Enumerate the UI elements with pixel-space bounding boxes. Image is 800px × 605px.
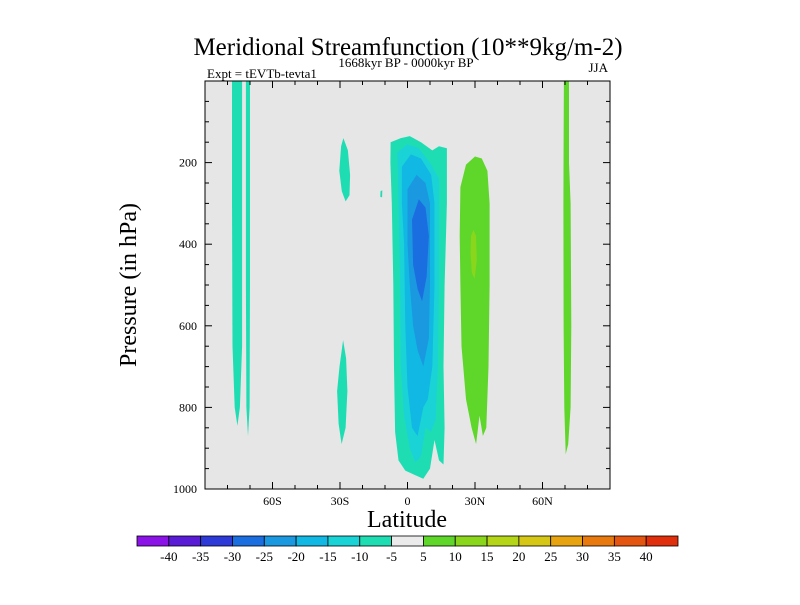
x-tick-label: 30N (465, 494, 486, 508)
y-tick-label: 600 (179, 319, 197, 333)
y-tick-label: 1000 (173, 482, 197, 496)
colorbar: -40 -35 -30 -25 -20 -15 -10 -5 5 10 15 20 25 30 35 40 (136, 535, 679, 564)
colorbar-label: -10 (351, 549, 368, 564)
plot-area (205, 81, 610, 489)
colorbar-label: 30 (576, 549, 589, 564)
colorbar-label: 25 (544, 549, 557, 564)
y-tick-label: 800 (179, 400, 197, 414)
colorbar-label: -20 (287, 549, 304, 564)
colorbar-label: 15 (481, 549, 494, 564)
colorbar-swatch (391, 535, 424, 547)
y-tick-label: 200 (179, 156, 197, 170)
colorbar-swatch (200, 535, 233, 547)
x-tick-label: 30S (331, 494, 350, 508)
colorbar-swatch (613, 535, 647, 547)
colorbar-label: 40 (640, 549, 653, 564)
colorbar-label: -30 (224, 549, 241, 564)
positive-cell-outer (459, 156, 490, 445)
colorbar-swatch (359, 535, 392, 547)
colorbar-label: 20 (512, 549, 525, 564)
negative-plume-2 (245, 81, 250, 436)
colorbar-swatch (454, 535, 488, 547)
negative-blob-tiny (380, 190, 383, 198)
colorbar-swatch (550, 535, 583, 547)
axes: 200 400 600 800 1000 60S 30S 0 30N 60N (173, 80, 611, 508)
colorbar-label: 35 (608, 549, 621, 564)
chart-right-label: JJA (588, 60, 608, 75)
colorbar-swatch (295, 535, 329, 547)
colorbar-swatch (232, 535, 265, 547)
colorbar-label: -40 (160, 549, 177, 564)
x-tick-label: 60N (532, 494, 553, 508)
colorbar-swatch (168, 535, 202, 547)
colorbar-swatch (582, 535, 615, 547)
negative-blob-b (337, 340, 348, 445)
colorbar-label: -35 (192, 549, 209, 564)
negative-blob-a (339, 138, 351, 202)
positive-cell-core (470, 229, 477, 279)
x-tick-label: 60S (263, 494, 282, 508)
negative-cell-core (412, 199, 429, 302)
colorbar-swatch (645, 535, 679, 547)
y-axis-label: Pressure (in hPa) (116, 203, 142, 367)
y-tick-label: 400 (179, 237, 197, 251)
colorbar-swatch (327, 535, 361, 547)
chart-title: Meridional Streamfunction (10**9kg/m-2) (193, 34, 622, 61)
x-axis-label: Latitude (367, 507, 447, 533)
negative-plume-1 (232, 81, 243, 426)
colorbar-label: -15 (319, 549, 336, 564)
colorbar-label: -25 (256, 549, 273, 564)
colorbar-label: 10 (449, 549, 462, 564)
colorbar-label: 5 (420, 549, 427, 564)
colorbar-swatch (518, 535, 552, 547)
chart-subtitle: 1668kyr BP - 0000kyr BP (338, 55, 473, 70)
x-tick-label: 0 (405, 494, 411, 508)
colorbar-swatch (263, 535, 297, 547)
colorbar-swatch (136, 535, 170, 547)
colorbar-swatch (423, 535, 456, 547)
chart-left-label: Expt = tEVTb-tevta1 (207, 66, 317, 81)
positive-plume (563, 81, 572, 455)
colorbar-swatch (486, 535, 520, 547)
colorbar-label: -5 (386, 549, 397, 564)
